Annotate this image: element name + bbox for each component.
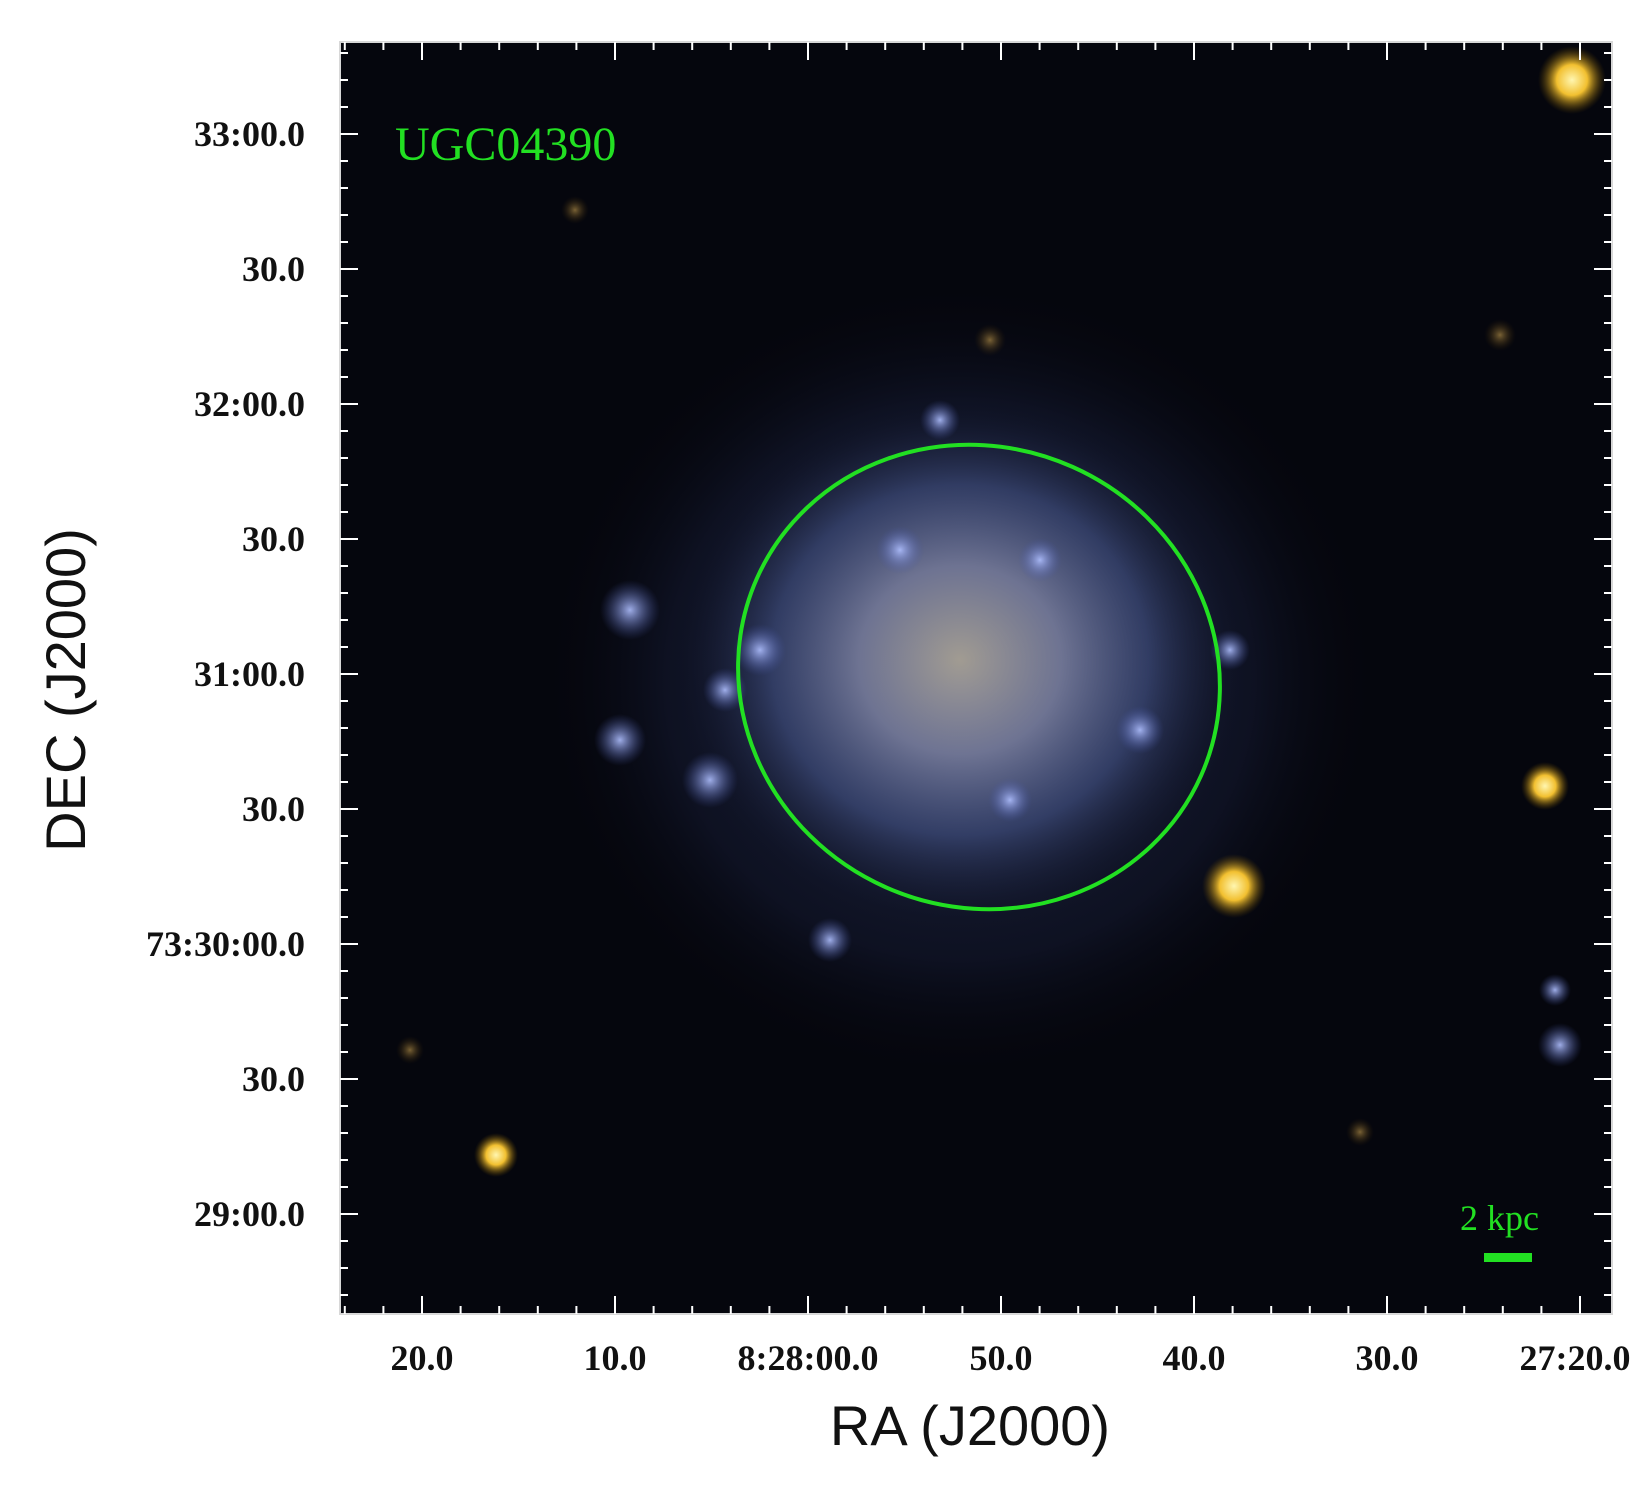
x-tick-label: 50.0 [970,1338,1033,1378]
x-tick-label: 10.0 [584,1338,647,1378]
x-tick-label: 27:20.0 [1520,1338,1631,1378]
y-tick-label: 29:00.0 [194,1194,305,1234]
x-tick-label: 40.0 [1163,1338,1226,1378]
x-tick-label: 8:28:00.0 [738,1338,879,1378]
scale-bar-label: 2 kpc [1460,1198,1539,1238]
y-axis-tick-labels: 33:00.0 30.0 32:00.0 30.0 31:00.0 30.0 7… [146,114,305,1234]
y-tick-label: 30.0 [242,789,305,829]
y-tick-label: 33:00.0 [194,114,305,154]
x-tick-label: 30.0 [1356,1338,1419,1378]
scale-bar [1484,1253,1532,1262]
x-axis-title: RA (J2000) [830,1394,1110,1457]
x-axis-tick-labels: 20.0 10.0 8:28:00.0 50.0 40.0 30.0 27:20… [391,1338,1631,1378]
y-tick-label: 31:00.0 [194,654,305,694]
sky-image [340,42,1612,1314]
object-label: UGC04390 [395,118,616,171]
y-tick-label: 30.0 [242,249,305,289]
y-tick-label: 30.0 [242,519,305,559]
y-tick-label: 30.0 [242,1059,305,1099]
y-axis-title: DEC (J2000) [34,528,97,852]
aperture-ellipse [736,442,1222,912]
y-tick-label: 32:00.0 [194,384,305,424]
x-tick-label: 20.0 [391,1338,454,1378]
axis-ticks [340,42,1612,1314]
y-tick-label: 73:30:00.0 [146,924,305,964]
